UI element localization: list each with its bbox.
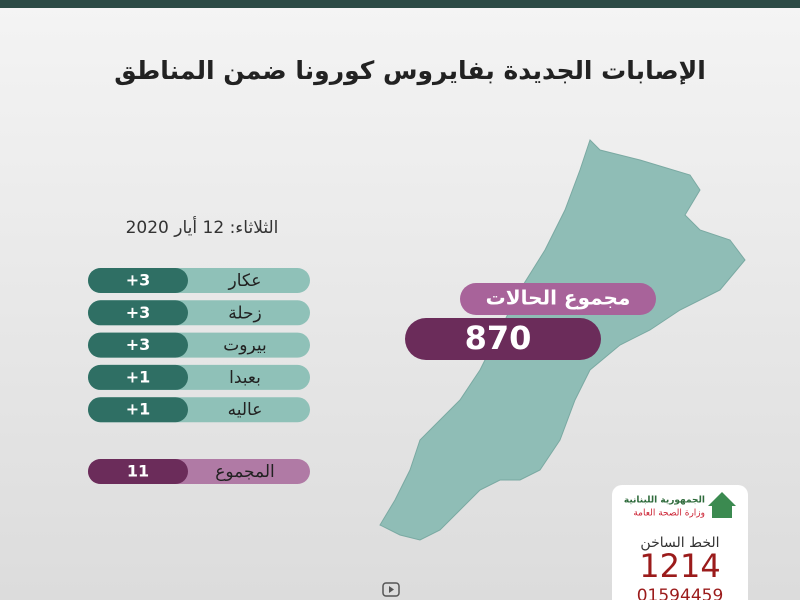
- region-value-bg: [88, 268, 188, 293]
- play-icon[interactable]: [382, 582, 400, 597]
- cases-value: 870: [465, 319, 532, 357]
- total-value: 11: [127, 462, 149, 481]
- region-name: عكار: [228, 271, 262, 291]
- region-value: +1: [126, 400, 151, 419]
- total-value-bg: [88, 459, 188, 484]
- region-value-bg: [88, 332, 188, 358]
- top-bar: [0, 0, 800, 8]
- region-value: +3: [126, 303, 151, 322]
- ministry-line2: وزارة الصحة العامة: [633, 509, 705, 519]
- cases-label: مجموع الحالات: [486, 286, 631, 310]
- cases-label-pill: [460, 283, 656, 315]
- ministry-logo: [708, 492, 736, 518]
- title: الإصابات الجديدة بفايروس كورونا ضمن المن…: [114, 56, 706, 86]
- ministry-line1: الجمهورية اللبنانية: [624, 496, 705, 506]
- region-value: +3: [126, 335, 151, 354]
- play-icon-arrow: [389, 586, 394, 593]
- region-value-bg: [88, 364, 188, 390]
- total-name: المجموع: [215, 462, 274, 482]
- phone-number: 01594459: [637, 586, 724, 600]
- date: الثلاثاء: 12 أيار 2020: [126, 216, 279, 238]
- region-value: +3: [126, 271, 151, 290]
- hotline-label: الخط الساخن: [640, 535, 719, 551]
- region-table: عكار +3 زحلة +3 بيروت +3 بعبدا +1 عاليه +1 المجموع…: [88, 268, 310, 484]
- region-name: بعبدا: [229, 368, 261, 388]
- region-name: بيروت: [223, 336, 266, 356]
- region-name: زحلة: [228, 303, 261, 323]
- region-value-bg: [88, 397, 188, 423]
- region-value-bg: [88, 300, 188, 326]
- cases-value-pill: [405, 318, 601, 360]
- region-value: +1: [126, 367, 151, 386]
- hotline-number: 1214: [639, 547, 720, 585]
- region-name: عاليه: [228, 400, 263, 420]
